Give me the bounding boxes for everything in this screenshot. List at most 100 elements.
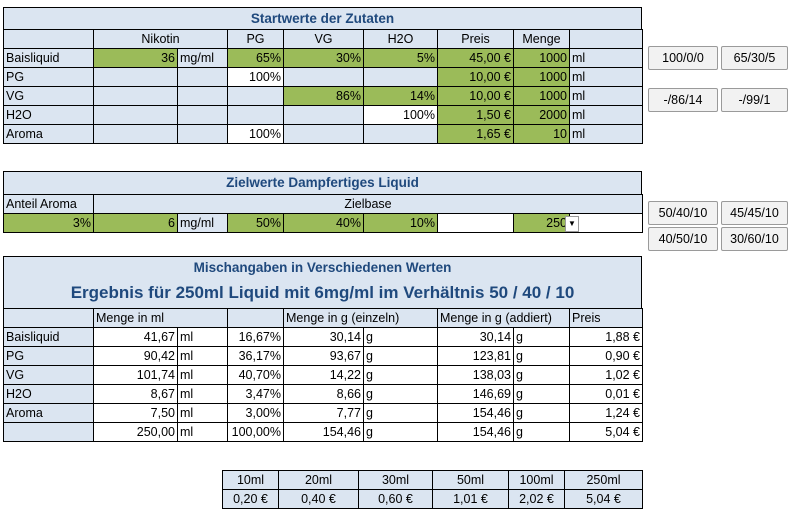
row-label: VG — [3, 86, 94, 106]
misch-header-row: Menge in ml Menge in g (einzeln) Menge i… — [3, 308, 644, 328]
menge-g-addiert-cell: 138,03 — [437, 365, 515, 385]
preis-cell: 5,04 € — [569, 422, 644, 442]
g-unit: g — [513, 327, 571, 347]
header-preis: Preis — [437, 29, 514, 49]
g-unit: g — [362, 346, 439, 366]
menge-ml-cell: 101,74 — [93, 365, 178, 385]
ziel-label-row: Anteil Aroma Zielbase — [3, 194, 643, 214]
header-nikotin: Nikotin — [93, 29, 228, 49]
preis-cell: 1,24 € — [569, 403, 644, 423]
misch-title: Mischangaben in Verschiedenen Werten — [3, 256, 642, 280]
price-cell: 0,60 € — [358, 489, 433, 509]
preis-cell[interactable]: 10,00 € — [437, 86, 514, 106]
menge-cell[interactable]: 2000 — [513, 105, 570, 125]
menge-ml-cell: 90,42 — [93, 346, 178, 366]
preset-button-86-14[interactable]: -/86/14 — [648, 88, 718, 112]
menge-g-addiert-cell: 30,14 — [437, 327, 515, 347]
h2o-cell[interactable]: 5% — [363, 48, 438, 68]
unit-cell: ml — [569, 86, 643, 106]
menge-cell[interactable]: 1000 — [513, 67, 570, 87]
pg-cell[interactable]: 65% — [227, 48, 284, 68]
header-pg: PG — [227, 29, 284, 49]
preis-cell: 0,90 € — [569, 346, 644, 366]
g-unit: g — [513, 384, 571, 404]
row-label: H2O — [3, 384, 94, 404]
menge-ml-cell: 7,50 — [93, 403, 178, 423]
unit-cell: ml — [569, 48, 643, 68]
pg-ziel-cell[interactable]: 50% — [227, 213, 284, 233]
preis-cell[interactable]: 10,00 € — [437, 67, 514, 87]
chevron-down-icon[interactable]: ▼ — [565, 216, 579, 232]
anteil-aroma-label: Anteil Aroma — [3, 194, 94, 214]
vg-cell[interactable]: 86% — [283, 86, 364, 106]
ratio-button-45-45-10[interactable]: 45/45/10 — [721, 201, 788, 225]
h2o-cell[interactable]: 14% — [363, 86, 438, 106]
h2o-cell[interactable]: 100% — [363, 105, 438, 125]
menge-ziel-cell[interactable]: 250 — [513, 213, 570, 233]
header-menge-g-addiert: Menge in g (addiert) — [437, 308, 571, 328]
ratio-button-30-60-10[interactable]: 30/60/10 — [721, 227, 788, 251]
zielbase-label: Zielbase — [93, 194, 643, 214]
preis-cell[interactable]: 1,50 € — [437, 105, 514, 125]
size-cell: 50ml — [432, 470, 509, 490]
vg-ziel-cell[interactable]: 40% — [283, 213, 364, 233]
anteil-cell: 40,70% — [227, 365, 284, 385]
preset-button-65-30-5[interactable]: 65/30/5 — [721, 46, 788, 70]
misch-row: Aroma 7,50 ml 3,00% 7,77 g 154,46 g 1,24… — [3, 403, 644, 423]
menge-cell[interactable]: 1000 — [513, 48, 570, 68]
price-cell: 0,40 € — [278, 489, 359, 509]
menge-cell[interactable]: 10 — [513, 124, 570, 144]
ziel-title: Zielwerte Dampfertiges Liquid — [3, 171, 642, 195]
price-cell: 2,02 € — [508, 489, 565, 509]
aroma-anteil-cell[interactable]: 3% — [3, 213, 94, 233]
result-headline: Ergebnis für 250ml Liquid mit 6mg/ml im … — [3, 279, 642, 309]
misch-row: Baisliquid 41,67 ml 16,67% 30,14 g 30,14… — [3, 327, 644, 347]
header-menge-g-einzeln: Menge in g (einzeln) — [282, 308, 439, 328]
preis-cell[interactable]: 45,00 € — [437, 48, 514, 68]
preis-cell[interactable]: 1,65 € — [437, 124, 514, 144]
ml-unit: ml — [177, 403, 228, 423]
menge-g-cell: 7,77 — [283, 403, 364, 423]
misch-total-row: 250,00 ml 100,00% 154,46 g 154,46 g 5,04… — [3, 422, 644, 442]
price-size-row: 10ml 20ml 30ml 50ml 100ml 250ml — [222, 470, 643, 490]
menge-g-addiert-cell: 154,46 — [437, 422, 515, 442]
row-label: Aroma — [3, 403, 94, 423]
preset-button-100-0-0[interactable]: 100/0/0 — [648, 46, 718, 70]
ratio-button-40-50-10[interactable]: 40/50/10 — [648, 227, 718, 251]
price-table: 10ml 20ml 30ml 50ml 100ml 250ml 0,20 € 0… — [222, 470, 643, 509]
anteil-cell: 3,00% — [227, 403, 284, 423]
size-cell: 250ml — [564, 470, 643, 490]
menge-g-cell: 93,67 — [283, 346, 364, 366]
start-table: Nikotin PG VG H2O Preis Menge Baisliquid… — [3, 29, 643, 144]
start-row-aroma: Aroma 100% 1,65 € 10 ml — [3, 124, 643, 144]
nikotin-ziel-cell[interactable]: 6 — [93, 213, 178, 233]
vg-cell[interactable]: 30% — [283, 48, 364, 68]
header-menge-ml: Menge in ml — [93, 308, 228, 328]
ml-unit: ml — [177, 422, 228, 442]
row-label: Aroma — [3, 124, 94, 144]
pg-cell[interactable]: 100% — [227, 124, 284, 144]
preset-button-99-1[interactable]: -/99/1 — [721, 88, 788, 112]
unit-cell: ml — [569, 67, 643, 87]
header-h2o: H2O — [363, 29, 438, 49]
ml-unit: ml — [177, 327, 228, 347]
row-label: PG — [3, 346, 94, 366]
size-cell: 100ml — [508, 470, 565, 490]
preis-cell: 1,02 € — [569, 365, 644, 385]
nikotin-cell[interactable]: 36 — [93, 48, 178, 68]
row-label: Baisliquid — [3, 327, 94, 347]
row-label — [3, 422, 94, 442]
row-label: H2O — [3, 105, 94, 125]
pg-cell[interactable]: 100% — [227, 67, 284, 87]
ratio-button-50-40-10[interactable]: 50/40/10 — [648, 201, 718, 225]
header-vg: VG — [283, 29, 364, 49]
preis-cell: 0,01 € — [569, 384, 644, 404]
menge-g-addiert-cell: 146,69 — [437, 384, 515, 404]
g-unit: g — [513, 403, 571, 423]
g-unit: g — [513, 365, 571, 385]
menge-cell[interactable]: 1000 — [513, 86, 570, 106]
anteil-cell: 36,17% — [227, 346, 284, 366]
h2o-ziel-cell[interactable]: 10% — [363, 213, 438, 233]
start-row-pg: PG 100% 10,00 € 1000 ml — [3, 67, 643, 87]
row-label: Baisliquid — [3, 48, 94, 68]
